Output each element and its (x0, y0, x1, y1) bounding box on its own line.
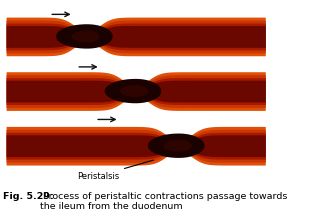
Polygon shape (120, 85, 149, 97)
Polygon shape (71, 30, 100, 43)
Polygon shape (105, 79, 161, 103)
Polygon shape (163, 140, 192, 152)
Polygon shape (148, 133, 205, 158)
Text: Fig. 5.29:: Fig. 5.29: (3, 192, 54, 201)
Polygon shape (56, 24, 113, 49)
Text: Process of peristaltic contractions passage towards
the ileum from the duodenum: Process of peristaltic contractions pass… (40, 192, 287, 211)
Text: Peristalsis: Peristalsis (77, 160, 153, 181)
